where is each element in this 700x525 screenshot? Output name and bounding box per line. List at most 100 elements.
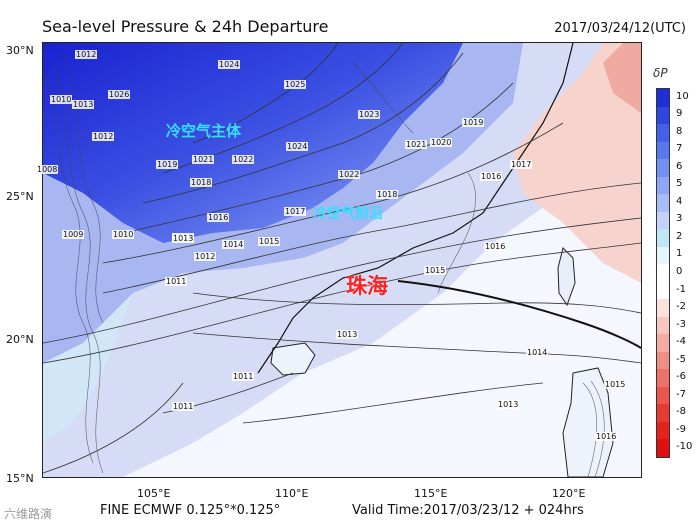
thick-isobar: [397, 280, 641, 349]
isobar-label: 1014: [222, 240, 245, 249]
lon-tick: 105°E: [137, 487, 171, 500]
isobar-label: 1019: [462, 118, 485, 127]
colorbar-cell: [657, 369, 669, 387]
colorbar-tick: -1: [676, 283, 686, 295]
isobar-label: 1018: [190, 178, 213, 187]
cold-front-label: 冷空气前沿: [313, 206, 383, 222]
colorbar-tick: 7: [676, 143, 683, 155]
colorbar-cell: [657, 299, 669, 317]
colorbar-tick: -5: [676, 353, 686, 365]
lat-tick: 15°N: [6, 472, 34, 485]
isobar-label: 1020: [430, 138, 453, 147]
isobar-label: 1016: [484, 242, 507, 251]
colorbar-cell: [657, 386, 669, 405]
colorbar-cell: [657, 194, 669, 212]
colorbar-cell: [657, 351, 669, 370]
luzon-island: [562, 367, 614, 477]
isobar-label: 1011: [172, 402, 195, 411]
colorbar-tick: 3: [676, 213, 683, 225]
colorbar-tick: -3: [676, 318, 686, 330]
colorbar-cell: [657, 176, 669, 195]
isobar-label: 1016: [207, 213, 230, 222]
departure-zone-positive: [513, 43, 641, 283]
isobar-label: 1022: [338, 170, 361, 179]
valid-datetime: 2017/03/24/12(UTC): [554, 21, 686, 36]
isobar-label: 1012: [92, 132, 115, 141]
isobar-label: 1021: [405, 140, 428, 149]
lat-tick: 25°N: [6, 190, 34, 203]
taiwan-island: [557, 247, 576, 307]
colorbar-tick: -6: [676, 371, 686, 383]
isobar-label: 1024: [218, 60, 241, 69]
isobar-label: 1016: [480, 172, 503, 181]
colorbar-tick: 2: [676, 230, 683, 242]
colorbar-tick: 0: [676, 266, 683, 277]
isobar-label: 1015: [604, 380, 627, 389]
isobar-label: 1019: [156, 160, 179, 169]
colorbar-cell: [657, 159, 669, 177]
colorbar-label: δP: [653, 66, 668, 80]
isobar-label: 1018: [376, 190, 399, 199]
isobar-label: 1010: [112, 230, 135, 239]
colorbar-cell: [657, 246, 669, 265]
colorbar-tick: 9: [676, 108, 683, 120]
colorbar-tick: 5: [676, 178, 683, 190]
colorbar-tick: 10: [676, 90, 689, 102]
colorbar-cell: [657, 211, 669, 230]
colorbar-tick: -10: [676, 441, 693, 453]
isobar-label: 1021: [192, 155, 215, 164]
lon-tick: 120°E: [552, 487, 586, 500]
isobar-label: 1012: [194, 252, 217, 261]
colorbar-cell: [657, 141, 669, 160]
isobar-label: 1009: [62, 230, 85, 239]
colorbar-tick: -9: [676, 423, 686, 435]
cold-air-mass-label: 冷空气主体: [166, 122, 242, 140]
colorbar-tick: -7: [676, 388, 686, 400]
colorbar-tick: 1: [676, 248, 683, 260]
isobar-label: 1023: [358, 110, 381, 119]
isobar-label: 1014: [526, 348, 549, 357]
isobar-label: 1010: [50, 95, 73, 104]
watermark: 六维路演: [4, 507, 53, 521]
chart-title: Sea-level Pressure & 24h Departure: [42, 17, 329, 36]
isobar-label: 1015: [258, 237, 281, 246]
valid-time: Valid Time:2017/03/23/12 + 024hrs: [352, 503, 584, 518]
lon-tick: 110°E: [275, 487, 309, 500]
colorbar-tick: 4: [676, 195, 683, 207]
colorbar-tick: 8: [676, 125, 683, 137]
colorbar-tick: 6: [676, 160, 683, 172]
map-plot-area: [42, 42, 642, 478]
isobar-label: 1013: [172, 234, 195, 243]
colorbar-tick: -8: [676, 406, 686, 418]
lat-tick: 30°N: [6, 44, 34, 57]
departure-zone-positive-strong: [603, 43, 641, 113]
terrain-contours: [43, 52, 605, 477]
isobar-label: 1013: [497, 400, 520, 409]
colorbar-cell: [657, 334, 669, 352]
isobar-label: 1016: [595, 432, 618, 441]
model-info: FINE ECMWF 0.125°*0.125°: [100, 503, 281, 518]
isobar-label: 1017: [510, 160, 533, 169]
colorbar-cell: [657, 106, 669, 125]
colorbar-cell: [657, 421, 669, 440]
lat-tick: 20°N: [6, 333, 34, 346]
hainan-island: [270, 342, 316, 376]
lon-tick: 115°E: [414, 487, 448, 500]
isobar-label: 1012: [75, 50, 98, 59]
isobar-label: 1008: [36, 165, 59, 174]
colorbar-cell: [657, 404, 669, 422]
isobar-label: 1017: [284, 207, 307, 216]
colorbar-tick: -2: [676, 301, 686, 313]
isobar-label: 1013: [336, 330, 359, 339]
colorbar: [656, 88, 670, 458]
departure-zone-strong: [43, 43, 463, 243]
colorbar-tick: -4: [676, 336, 686, 348]
colorbar-cell: [657, 264, 669, 282]
isobar-label: 1013: [72, 100, 95, 109]
pressure-map: [43, 43, 641, 477]
colorbar-cell: [657, 124, 669, 142]
city-label: 珠海: [346, 274, 388, 298]
isobar-label: 1011: [232, 372, 255, 381]
coastline: [257, 43, 574, 374]
isobar-label: 1026: [108, 90, 131, 99]
